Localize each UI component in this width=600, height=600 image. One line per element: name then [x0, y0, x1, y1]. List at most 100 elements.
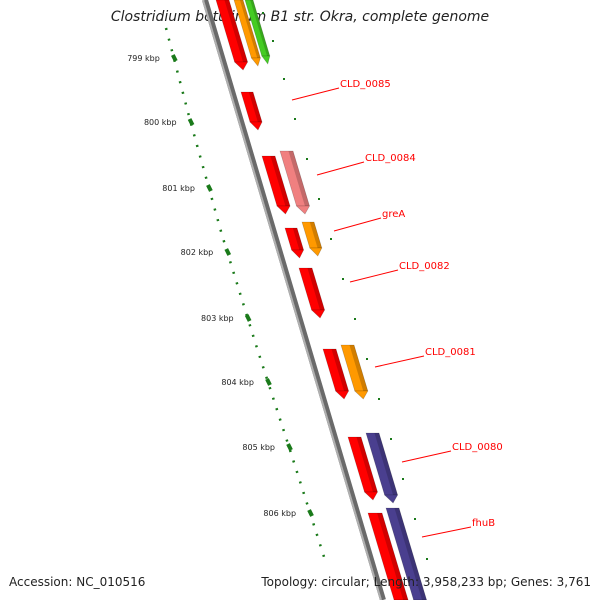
gene-arrow-tip: [363, 491, 379, 501]
ruler-tick-label: 799 kbp: [127, 54, 160, 63]
ruler-tick-mark: [286, 443, 293, 451]
ruler-dot: [306, 158, 308, 160]
gene-feature-orange: [233, 0, 261, 67]
gene-label: CLD_0084: [365, 153, 416, 164]
gene-label: CLD_0080: [452, 442, 503, 453]
gene-feature-pink: [279, 150, 311, 215]
gene-feature-red: [298, 267, 326, 319]
gene-arrow-body: [385, 507, 427, 600]
gene-feature-red: [240, 91, 263, 131]
ruler-dot: [283, 78, 285, 80]
gene-shade: [331, 349, 349, 391]
gene-shade: [224, 0, 248, 62]
ruler-tick-mark: [224, 248, 232, 256]
ruler-dot: [390, 438, 392, 440]
gene-shade: [377, 513, 409, 600]
accession-text: Accession: NC_010516: [9, 575, 146, 589]
ruler-dot: [378, 398, 380, 400]
ruler-tick-label: 806 kbp: [263, 509, 296, 518]
ruler-dot: [366, 358, 368, 360]
gene-feature-red: [367, 512, 409, 600]
gene-feature-red: [322, 348, 350, 400]
gene-label-leader: [421, 526, 472, 538]
ruler-tick-label: 800 kbp: [144, 118, 177, 127]
gene-shade: [250, 0, 270, 56]
kbp-ruler: 799 kbp 800 kbp 801 kbp 802 kbp 803 kbp 804 k…: [127, 27, 327, 561]
ruler-tick-mark: [265, 378, 272, 386]
ruler-dot: [294, 118, 296, 120]
gene-label-leader: [401, 450, 452, 463]
gene-shade: [292, 228, 304, 250]
ruler-dot: [272, 40, 274, 42]
gene-feature-purple: [385, 507, 428, 600]
gene-arrow-tip: [309, 247, 323, 257]
gene-feature-red: [347, 436, 379, 501]
ruler-dot: [414, 518, 416, 520]
gene-label-leader: [316, 161, 365, 176]
ruler-tick-mark: [307, 509, 314, 517]
genome-backbone: [202, 0, 386, 600]
gene-arrow-tip: [383, 494, 399, 504]
ruler-tick-label: 801 kbp: [162, 184, 195, 193]
gene-label: CLD_0082: [399, 261, 450, 272]
gene-shade: [307, 268, 325, 310]
gene-arrow-body: [367, 512, 409, 600]
gene-label: CLD_0085: [340, 79, 391, 90]
gene-arrow-tip: [250, 57, 261, 67]
gene-labels: CLD_0085 CLD_0084 greA CLD_0082 CLD_0081 CLD_…: [291, 79, 503, 538]
ruler-dot: [426, 558, 428, 560]
topology-text: Topology: circular; Length: 3,958,233 bp…: [261, 575, 591, 589]
gene-shade: [239, 0, 261, 58]
gene-feature-red: [215, 0, 249, 71]
ruler-tick-label: 804 kbp: [221, 378, 254, 387]
gene-feature-orange: [340, 344, 369, 400]
ruler-dot: [354, 318, 356, 320]
gene-label-leader: [333, 217, 382, 232]
gene-arrow-tip: [290, 249, 305, 259]
ruler-tick-mark: [244, 314, 252, 322]
backbone-highlight: [202, 0, 382, 600]
gene-shade: [248, 92, 262, 122]
gene-arrow-tip: [249, 121, 263, 131]
gene-label-leader: [291, 87, 340, 101]
backbone-line: [202, 0, 386, 600]
ruler-tick-mark: [206, 184, 213, 192]
gene-arrow-tip: [334, 390, 350, 400]
ruler-tick-mark: [187, 118, 195, 126]
gene-feature-orange: [301, 221, 323, 257]
gene-arrow-tip: [310, 309, 326, 319]
ruler-tick-label: 803 kbp: [201, 314, 234, 323]
ruler-tick-label: 802 kbp: [181, 248, 214, 257]
gene-features: [215, 0, 428, 600]
gene-arrow-tip: [276, 205, 291, 215]
gene-label-leader: [349, 269, 399, 283]
gene-label: greA: [382, 209, 405, 220]
gene-shade: [374, 433, 398, 495]
gene-arrow-tip: [354, 390, 369, 400]
gene-label: CLD_0081: [425, 347, 476, 358]
gene-shade: [270, 156, 290, 206]
gene-label-leader: [374, 355, 425, 368]
gene-arrow-tip: [261, 55, 271, 65]
gene-arrow-tip: [233, 61, 249, 71]
ruler-dot: [318, 198, 320, 200]
gene-feature-red: [261, 155, 291, 215]
gene-shade: [309, 222, 322, 248]
map-title: Clostridium botulinum B1 str. Okra, comp…: [110, 9, 490, 25]
gene-label: fhuB: [472, 518, 495, 529]
ruler-dot: [330, 238, 332, 240]
gene-feature-red: [284, 227, 305, 259]
gene-feature-green: [244, 0, 271, 65]
gene-shade: [288, 151, 310, 206]
ruler-tick-label: 805 kbp: [242, 443, 275, 452]
ruler-tick-mark: [171, 54, 178, 62]
gene-feature-purple: [365, 432, 399, 504]
ruler-dot: [262, 12, 264, 14]
ruler-dot: [342, 278, 344, 280]
gene-shade: [394, 508, 427, 600]
gene-arrow-tip: [295, 205, 311, 215]
gene-shade: [349, 345, 368, 391]
ruler-dot: [402, 478, 404, 480]
